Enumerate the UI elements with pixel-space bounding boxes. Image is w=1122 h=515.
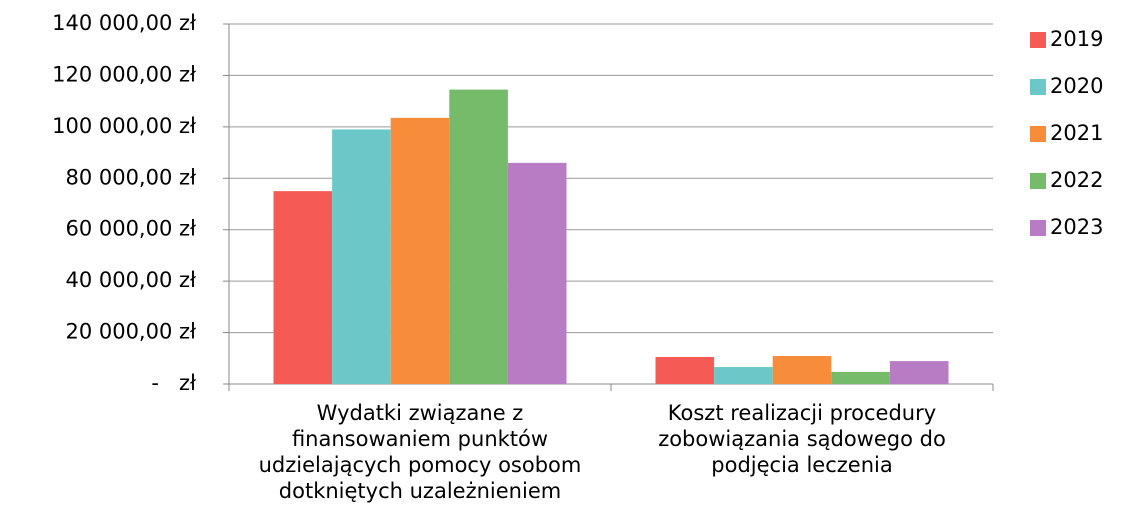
legend-swatch <box>1030 79 1046 95</box>
bar <box>507 162 567 384</box>
bar <box>831 371 890 384</box>
y-tick-label: 40 000,00 zł <box>65 268 196 292</box>
y-tick-label: 20 000,00 zł <box>65 320 196 344</box>
legend-swatch <box>1030 220 1046 236</box>
bar <box>273 191 333 384</box>
legend-label: 2020 <box>1050 74 1103 98</box>
bar <box>714 367 773 384</box>
legend-swatch <box>1030 173 1046 189</box>
bar <box>889 361 949 384</box>
y-tick-label: 140 000,00 zł <box>52 11 196 35</box>
x-tick-label: Koszt realizacji procedury zobowiązania … <box>658 401 946 477</box>
y-tick-label: 60 000,00 zł <box>65 217 196 241</box>
legend-label: 2019 <box>1050 27 1103 51</box>
legend-label: 2021 <box>1050 121 1103 145</box>
legend-label: 2022 <box>1050 168 1103 192</box>
y-tick-label: - zł <box>151 371 196 395</box>
y-tick-label: 80 000,00 zł <box>65 165 196 189</box>
y-tick-label: 120 000,00 zł <box>52 62 196 86</box>
y-tick-label: 100 000,00 zł <box>52 114 196 138</box>
legend-label: 2023 <box>1050 215 1103 239</box>
bar <box>332 129 391 384</box>
legend-swatch <box>1030 32 1046 48</box>
bar <box>655 357 715 384</box>
legend-swatch <box>1030 126 1046 142</box>
bar <box>390 117 450 384</box>
bar <box>449 89 508 385</box>
x-tick-label: Wydatki związane z finansowaniem punktów… <box>258 401 582 503</box>
bar <box>772 355 832 384</box>
